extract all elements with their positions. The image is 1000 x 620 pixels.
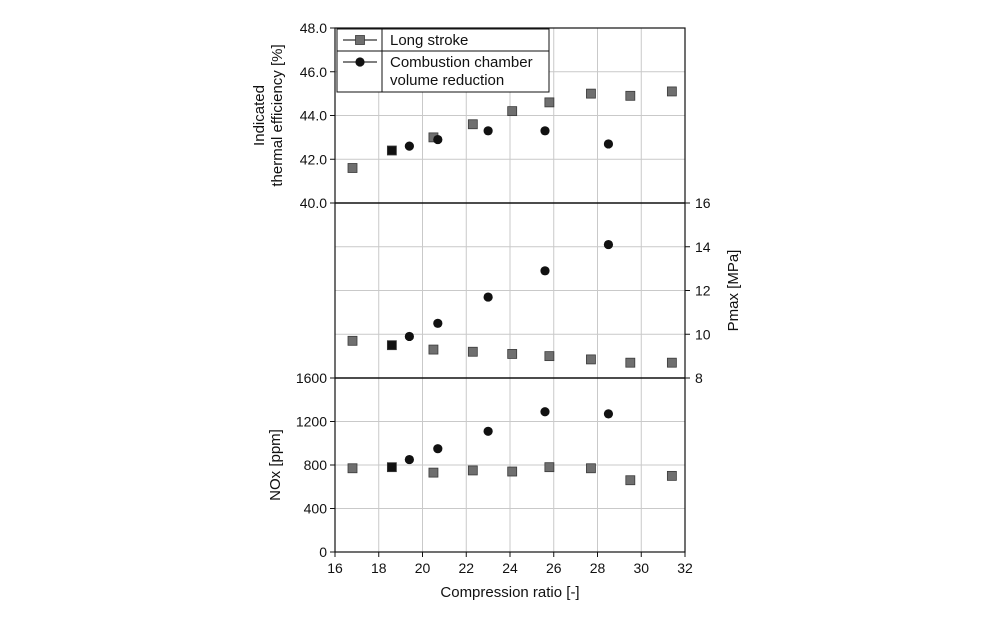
data-points — [347, 86, 677, 486]
long-stroke-point — [544, 462, 555, 473]
y-tick-label: 48.0 — [300, 20, 327, 36]
y-tick-label: 46.0 — [300, 64, 327, 80]
combustion-chamber-point — [483, 426, 493, 436]
long-stroke-point — [586, 88, 596, 99]
legend-marker-circle — [355, 57, 365, 67]
x-tick-label: 30 — [633, 560, 649, 576]
long-stroke-point — [507, 349, 518, 359]
long-stroke-point — [625, 475, 636, 486]
combustion-chamber-point — [483, 126, 493, 136]
x-tick-label: 24 — [502, 560, 518, 576]
y-tick-label: 8 — [695, 370, 703, 386]
long-stroke-point — [386, 462, 397, 473]
long-stroke-point — [347, 463, 358, 474]
y-tick-label: 42.0 — [300, 151, 327, 167]
long-stroke-point — [467, 465, 478, 476]
legend-label: Combustion chamber volume reduction — [390, 54, 533, 89]
combustion-chamber-point — [433, 444, 443, 454]
axis-labels: Indicatedthermal efficiency [%] Pmax [MPa… — [251, 44, 742, 601]
y-tick-label: 800 — [304, 457, 328, 473]
y-axis-label-line: Indicated — [251, 85, 268, 146]
y-tick-label: 16 — [695, 195, 711, 211]
long-stroke-point — [386, 145, 397, 156]
y-axis-label: Pmax [MPa] — [725, 250, 742, 332]
combustion-chamber-point — [483, 292, 493, 302]
y-tick-label: 40.0 — [300, 195, 327, 211]
y-axis-label-line: NOx [ppm] — [267, 429, 284, 501]
y-axis-label: NOx [ppm] — [267, 429, 284, 501]
legend-label-line: volume reduction — [390, 72, 504, 89]
x-tick-label: 28 — [590, 560, 606, 576]
y-axis-label: Indicatedthermal efficiency [%] — [251, 44, 286, 186]
combustion-chamber-point — [603, 409, 614, 419]
x-axis-label: Compression ratio [-] — [440, 584, 579, 601]
long-stroke-point — [544, 97, 555, 108]
y-tick-label: 1200 — [296, 414, 327, 430]
combustion-chamber-point — [404, 141, 414, 151]
legend-label: Long stroke — [390, 32, 468, 49]
x-tick-label: 26 — [546, 560, 562, 576]
combustion-chamber-point — [433, 318, 443, 328]
long-stroke-point — [507, 106, 518, 117]
long-stroke-point — [586, 354, 596, 365]
combustion-chamber-point — [404, 454, 414, 465]
legend-marker-square — [355, 35, 365, 45]
long-stroke-point — [467, 119, 478, 130]
y-tick-label: 400 — [304, 501, 328, 517]
combustion-chamber-point — [433, 134, 443, 145]
combustion-chamber-point — [603, 139, 614, 149]
y-axis-label-line: Pmax [MPa] — [725, 250, 742, 332]
long-stroke-point — [625, 357, 636, 368]
long-stroke-point — [386, 340, 397, 351]
combustion-chamber-point — [540, 407, 550, 417]
long-stroke-point — [625, 90, 636, 101]
long-stroke-point — [586, 463, 596, 474]
x-tick-label: 16 — [327, 560, 343, 576]
y-tick-label: 12 — [695, 283, 711, 299]
long-stroke-point — [428, 344, 439, 355]
y-tick-label: 14 — [695, 239, 711, 255]
y-tick-label: 44.0 — [300, 108, 327, 124]
long-stroke-point — [666, 470, 677, 481]
long-stroke-point — [666, 357, 677, 368]
x-tick-label: 32 — [677, 560, 693, 576]
x-tick-label: 20 — [415, 560, 431, 576]
combustion-chamber-point — [404, 331, 414, 342]
long-stroke-point — [428, 467, 439, 478]
legend-label-line: Combustion chamber — [390, 54, 533, 71]
long-stroke-point — [544, 351, 555, 362]
chart-legend: Long stroke Combustion chamber volume redu… — [336, 28, 550, 93]
combustion-chamber-point — [540, 266, 550, 276]
y-axis-label-line: thermal efficiency [%] — [269, 44, 286, 186]
x-tick-label: 18 — [371, 560, 387, 576]
long-stroke-point — [347, 163, 358, 173]
combustion-chamber-point — [603, 239, 614, 250]
long-stroke-point — [467, 346, 478, 357]
long-stroke-point — [347, 335, 358, 346]
long-stroke-point — [507, 466, 518, 477]
x-tick-label: 22 — [458, 560, 474, 576]
tick-labels: 16 18 20 22 24 26 28 30 32 40.0 42.0 44.0 46.0 48.0 8 1… — [296, 20, 711, 576]
y-tick-label: 10 — [695, 326, 711, 342]
y-tick-label: 1600 — [296, 370, 327, 386]
combustion-chamber-point — [540, 126, 550, 136]
y-tick-label: 0 — [319, 544, 327, 560]
grid-lines — [335, 28, 685, 552]
long-stroke-point — [666, 86, 677, 97]
